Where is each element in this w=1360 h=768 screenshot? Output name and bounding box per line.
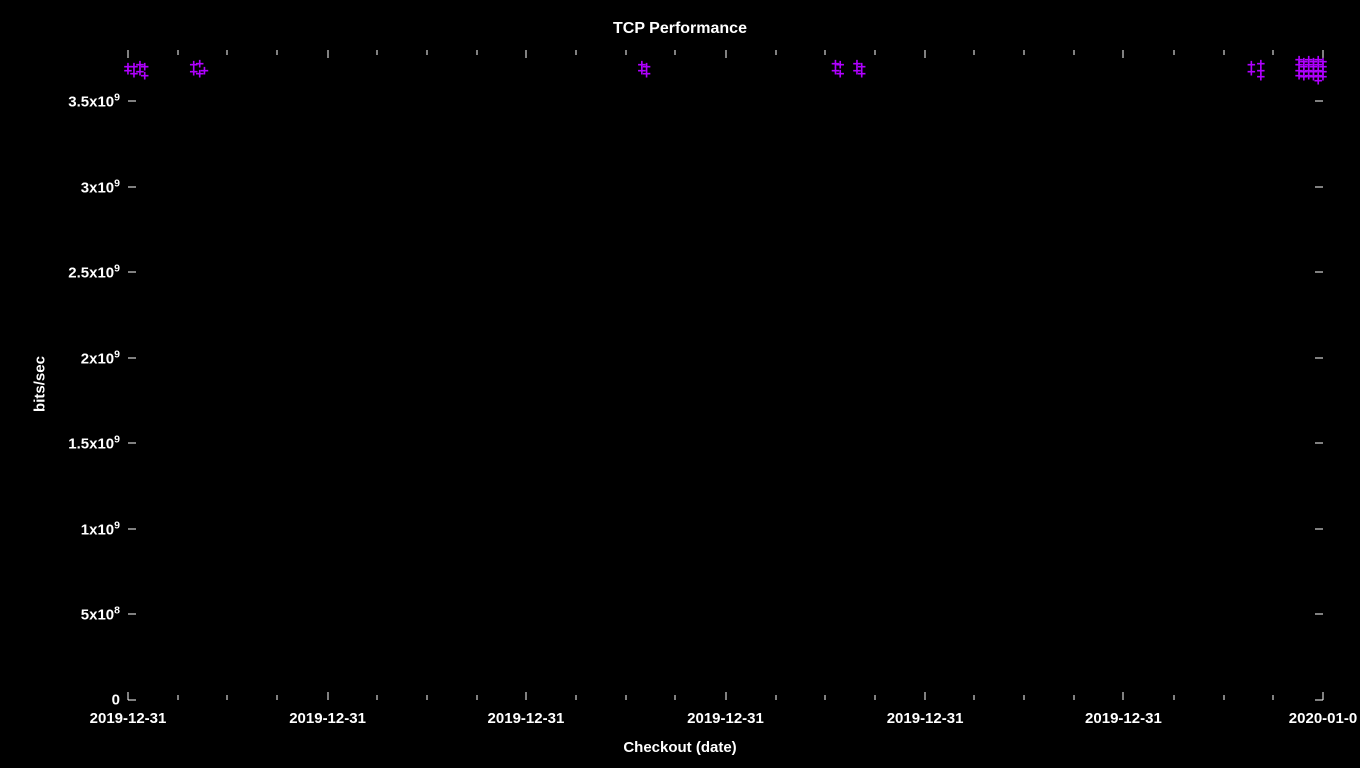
xtick-minor	[476, 695, 477, 700]
ytick-mark	[1315, 101, 1323, 102]
data-point: +	[642, 67, 650, 81]
xtick-minor	[178, 695, 179, 700]
xtick-minor	[1024, 50, 1025, 55]
xtick-label: 2019-12-31	[687, 710, 764, 727]
xtick-minor	[974, 695, 975, 700]
xtick-minor	[824, 50, 825, 55]
xtick-minor	[626, 50, 627, 55]
tcp-performance-chart: TCP Performance bits/sec Checkout (date)…	[0, 0, 1360, 768]
ytick-mark	[1315, 528, 1323, 529]
xtick-minor	[376, 695, 377, 700]
xtick-minor	[1272, 695, 1273, 700]
ytick-label: 3.5x109	[68, 92, 120, 111]
xtick-minor	[1223, 50, 1224, 55]
data-point: +	[1257, 70, 1265, 84]
xtick-minor	[227, 50, 228, 55]
xtick-minor	[376, 50, 377, 55]
xtick-label: 2019-12-31	[488, 710, 565, 727]
ytick-mark	[1315, 614, 1323, 615]
xtick-minor	[476, 50, 477, 55]
chart-title: TCP Performance	[0, 20, 1360, 38]
xtick-minor	[775, 695, 776, 700]
xtick-minor	[576, 50, 577, 55]
xtick-minor	[1074, 695, 1075, 700]
ytick-label: 5x108	[81, 605, 120, 624]
xtick-mark	[128, 692, 129, 700]
ytick-label: 1x109	[81, 519, 120, 538]
ytick-mark	[128, 357, 136, 358]
xtick-mark	[327, 50, 328, 58]
ytick-mark	[1315, 186, 1323, 187]
xtick-minor	[874, 695, 875, 700]
xtick-mark	[725, 692, 726, 700]
ytick-mark	[128, 272, 136, 273]
xtick-minor	[974, 50, 975, 55]
ytick-mark	[128, 101, 136, 102]
xtick-minor	[1173, 50, 1174, 55]
xtick-minor	[1074, 50, 1075, 55]
data-point: +	[858, 67, 866, 81]
ytick-mark	[128, 528, 136, 529]
data-point: +	[200, 64, 208, 78]
plot-area	[128, 50, 1323, 700]
ytick-label: 3x109	[81, 177, 120, 196]
xtick-minor	[227, 695, 228, 700]
xtick-label: 2019-12-31	[289, 710, 366, 727]
xtick-minor	[426, 695, 427, 700]
ytick-mark	[128, 614, 136, 615]
xtick-minor	[874, 50, 875, 55]
xtick-minor	[1024, 695, 1025, 700]
ytick-label: 2x109	[81, 348, 120, 367]
xtick-minor	[277, 50, 278, 55]
ytick-mark	[1315, 357, 1323, 358]
ytick-mark	[128, 186, 136, 187]
ytick-label: 1.5x109	[68, 434, 120, 453]
xtick-mark	[925, 692, 926, 700]
xtick-minor	[178, 50, 179, 55]
xtick-minor	[675, 695, 676, 700]
xtick-minor	[675, 50, 676, 55]
xtick-mark	[1323, 692, 1324, 700]
y-axis-label: bits/sec	[31, 356, 48, 412]
xtick-mark	[725, 50, 726, 58]
ytick-mark	[128, 443, 136, 444]
xtick-minor	[824, 695, 825, 700]
xtick-mark	[327, 692, 328, 700]
xtick-mark	[525, 692, 526, 700]
xtick-mark	[128, 50, 129, 58]
xtick-mark	[1123, 692, 1124, 700]
ytick-mark	[1315, 272, 1323, 273]
ytick-mark	[1315, 443, 1323, 444]
xtick-mark	[525, 50, 526, 58]
ytick-label: 2.5x109	[68, 263, 120, 282]
xtick-minor	[1272, 50, 1273, 55]
xtick-label: 2020-01-0	[1289, 710, 1357, 727]
xtick-mark	[1123, 50, 1124, 58]
ytick-mark	[128, 700, 136, 701]
xtick-label: 2019-12-31	[90, 710, 167, 727]
x-axis-label: Checkout (date)	[0, 739, 1360, 756]
data-point: +	[141, 69, 149, 83]
xtick-minor	[1173, 695, 1174, 700]
xtick-minor	[1223, 695, 1224, 700]
xtick-label: 2019-12-31	[887, 710, 964, 727]
xtick-minor	[277, 695, 278, 700]
xtick-minor	[775, 50, 776, 55]
xtick-mark	[925, 50, 926, 58]
xtick-minor	[576, 695, 577, 700]
ytick-label: 0	[112, 692, 120, 709]
data-point: +	[836, 67, 844, 81]
data-point: +	[1319, 70, 1327, 84]
xtick-minor	[426, 50, 427, 55]
xtick-minor	[626, 695, 627, 700]
xtick-label: 2019-12-31	[1085, 710, 1162, 727]
data-point: +	[1247, 65, 1255, 79]
